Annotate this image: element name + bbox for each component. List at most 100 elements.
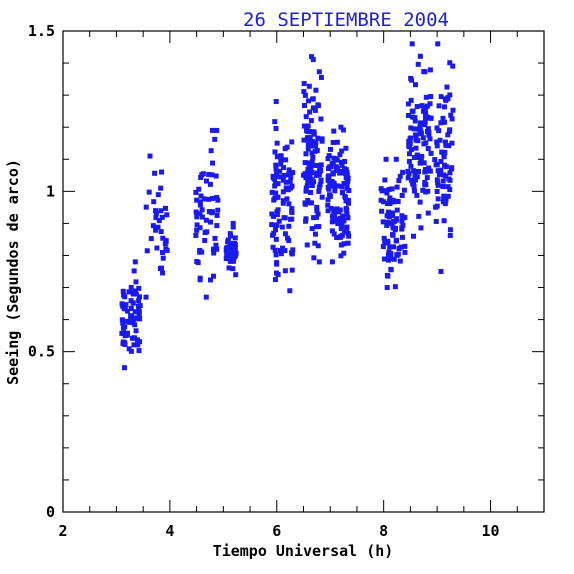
data-point [346, 188, 352, 194]
data-point [202, 237, 208, 243]
data-point [133, 328, 139, 334]
data-point [131, 268, 137, 274]
data-point [425, 145, 431, 151]
data-point [332, 206, 338, 212]
data-point [405, 168, 411, 174]
data-point [316, 259, 322, 265]
data-point [443, 197, 449, 203]
data-point [289, 183, 295, 189]
data-point [274, 140, 280, 146]
data-point [197, 202, 203, 208]
data-point [287, 288, 293, 294]
data-point [344, 211, 350, 217]
data-point [427, 67, 433, 73]
data-point [213, 242, 219, 248]
data-point [386, 249, 392, 255]
data-point [387, 195, 393, 201]
data-point [314, 214, 320, 220]
data-point [123, 302, 129, 308]
data-point [332, 182, 338, 188]
data-point [315, 135, 321, 141]
data-point [406, 171, 412, 177]
data-point [122, 294, 128, 300]
data-point [311, 255, 317, 261]
data-point [447, 177, 453, 183]
data-point [144, 248, 150, 254]
data-point [440, 178, 446, 184]
data-point [272, 119, 278, 125]
data-point [128, 284, 134, 290]
data-point [345, 178, 351, 184]
data-point [232, 235, 238, 241]
data-point [156, 218, 162, 224]
data-point [310, 105, 316, 111]
data-point [214, 127, 220, 133]
data-point [345, 240, 351, 246]
data-point [432, 157, 438, 163]
data-point [346, 233, 352, 239]
data-point [137, 316, 143, 322]
data-point [224, 245, 230, 251]
data-point [442, 119, 448, 125]
data-point [305, 179, 311, 185]
data-point [397, 173, 403, 179]
data-point [413, 145, 419, 151]
data-point [381, 256, 387, 262]
data-point [438, 158, 444, 164]
data-point [380, 219, 386, 225]
data-point [325, 208, 331, 214]
data-point [194, 214, 200, 220]
data-point [345, 200, 351, 206]
data-point [325, 184, 331, 190]
data-point [120, 303, 126, 309]
data-point [434, 177, 440, 183]
data-point [194, 197, 200, 203]
data-point [438, 120, 444, 126]
data-point [283, 157, 289, 163]
data-point [313, 140, 319, 146]
data-point [275, 181, 281, 187]
data-point [273, 190, 279, 196]
data-point [329, 219, 335, 225]
data-point [428, 115, 434, 121]
data-point [290, 170, 296, 176]
data-point [305, 197, 311, 203]
data-point [146, 189, 152, 195]
data-point [229, 256, 235, 262]
data-point [273, 166, 279, 172]
data-point [378, 197, 384, 203]
data-point [289, 139, 295, 145]
data-point [412, 169, 418, 175]
data-point [422, 107, 428, 113]
data-point [164, 212, 170, 218]
chart-title: 26 SEPTIEMBRE 2004 [243, 9, 449, 31]
data-point [275, 194, 281, 200]
data-point [307, 134, 313, 140]
data-point [393, 217, 399, 223]
data-point [208, 219, 214, 225]
data-point [128, 305, 134, 311]
data-point [301, 81, 307, 87]
data-point [159, 169, 165, 175]
data-point [269, 189, 275, 195]
data-point [319, 136, 325, 142]
data-point [195, 260, 201, 266]
data-point [197, 277, 203, 283]
data-point [401, 187, 407, 193]
data-point [388, 255, 394, 261]
data-point [158, 208, 164, 214]
data-point [328, 183, 334, 189]
data-point [379, 208, 385, 214]
data-point [406, 144, 412, 150]
data-point [447, 60, 453, 66]
data-point [417, 199, 423, 205]
data-point [425, 115, 431, 121]
data-point [449, 140, 455, 146]
data-point [341, 229, 347, 235]
data-point [159, 249, 165, 255]
data-point [233, 250, 239, 256]
data-point [303, 175, 309, 181]
data-point [133, 291, 139, 297]
data-point [128, 298, 134, 304]
data-point [446, 143, 452, 149]
